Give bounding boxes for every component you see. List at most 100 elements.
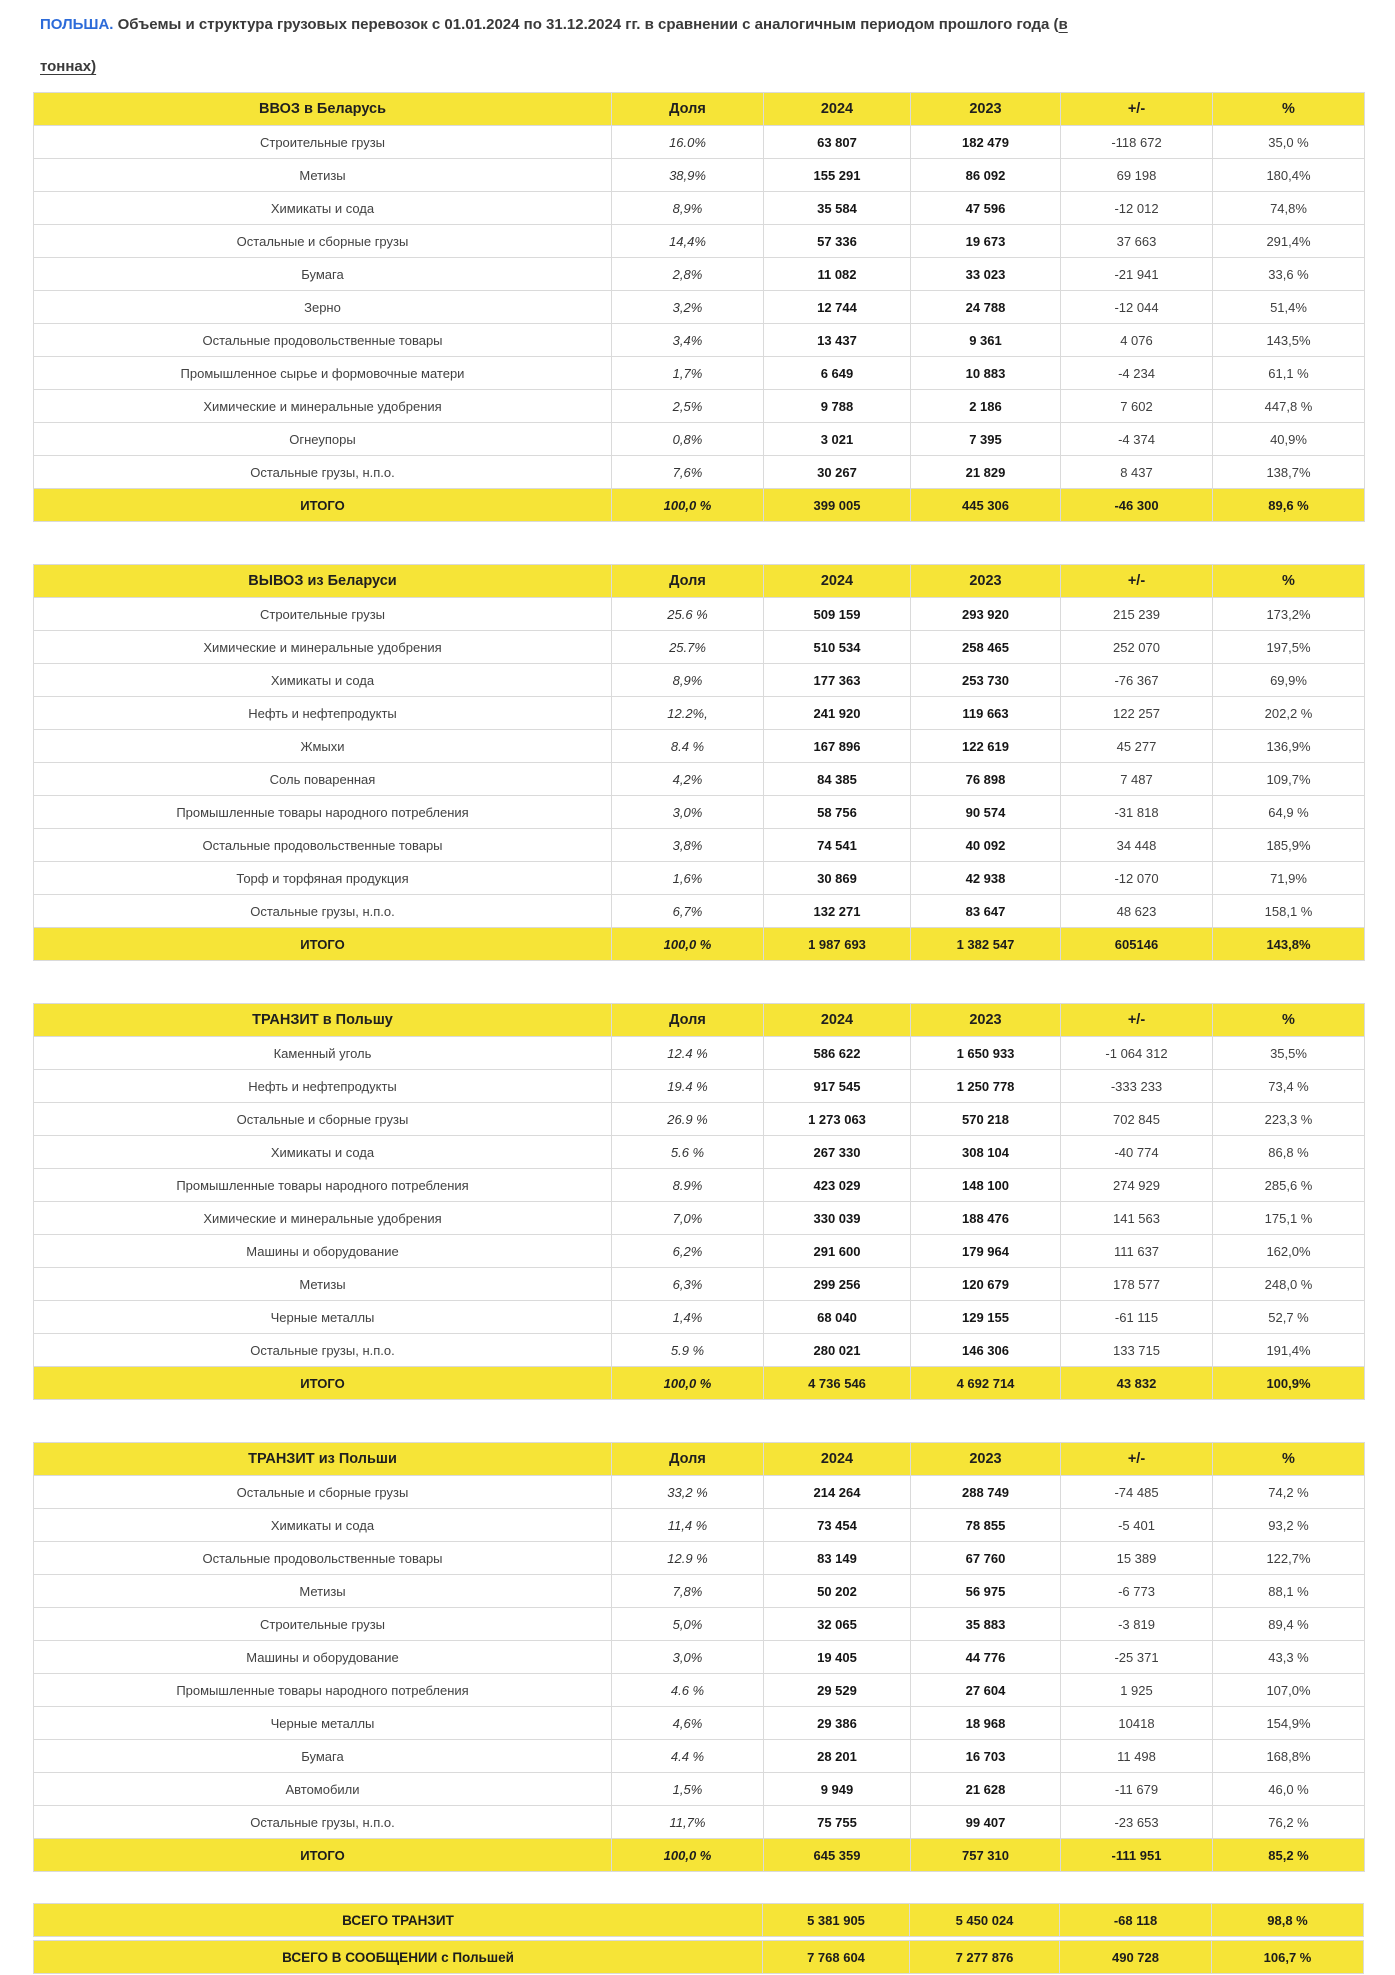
- column-header: +/-: [1060, 92, 1213, 126]
- diff-cell: -31 818: [1060, 795, 1213, 829]
- diff-cell: 133 715: [1060, 1333, 1213, 1367]
- category-label-cell: Машины и оборудование: [33, 1234, 612, 1268]
- category-label-cell: Жмыхи: [33, 729, 612, 763]
- value-2024-cell: 280 021: [763, 1333, 911, 1367]
- share-cell: 8.4 %: [611, 729, 764, 763]
- category-label-cell: Строительные грузы: [33, 125, 612, 159]
- share-cell: 1,4%: [611, 1300, 764, 1334]
- value-2024-cell: 19 405: [763, 1640, 911, 1674]
- value-2023-cell: 258 465: [910, 630, 1061, 664]
- summary-value-2024-cell: 5 381 905: [763, 1903, 910, 1937]
- value-2023-cell: 19 673: [910, 224, 1061, 258]
- value-2023-cell: 90 574: [910, 795, 1061, 829]
- category-label-cell: Остальные продовольственные товары: [33, 1541, 612, 1575]
- category-label-cell: Остальные грузы, н.п.о.: [33, 1805, 612, 1839]
- table-row: Остальные продовольственные товары 3,8% 74…: [33, 828, 1365, 862]
- table-row: Зерно 3,2% 12 744 24 788 -12 044 51,4%: [33, 290, 1365, 324]
- diff-cell: 178 577: [1060, 1267, 1213, 1301]
- table-row: Промышленные товары народного потреблени…: [33, 1168, 1365, 1202]
- percent-cell: 76,2 %: [1212, 1805, 1365, 1839]
- share-cell: 4.6 %: [611, 1673, 764, 1707]
- value-2024-cell: 214 264: [763, 1475, 911, 1509]
- total-row: ИТОГО 100,0 % 645 359 757 310 -111 951 85,2 %: [33, 1838, 1365, 1872]
- table-row: Остальные грузы, н.п.о. 6,7% 132 271 83 647…: [33, 894, 1365, 928]
- table-row: Химические и минеральные удобрения 25.7% 5…: [33, 630, 1365, 664]
- value-2024-cell: 267 330: [763, 1135, 911, 1169]
- table-row: Черные металлы 1,4% 68 040 129 155 -61 115 52…: [33, 1300, 1365, 1334]
- percent-cell: 197,5%: [1212, 630, 1365, 664]
- value-2024-cell: 32 065: [763, 1607, 911, 1641]
- table-row: Остальные и сборные грузы 14,4% 57 336 19 6…: [33, 224, 1365, 258]
- value-2024-cell: 167 896: [763, 729, 911, 763]
- summary-diff-cell: 490 728: [1060, 1940, 1212, 1974]
- diff-cell: 45 277: [1060, 729, 1213, 763]
- diff-cell: 274 929: [1060, 1168, 1213, 1202]
- share-cell: 3,0%: [611, 795, 764, 829]
- category-label-cell: Машины и оборудование: [33, 1640, 612, 1674]
- percent-cell: 202,2 %: [1212, 696, 1365, 730]
- percent-cell: 40,9%: [1212, 422, 1365, 456]
- share-cell: 26.9 %: [611, 1102, 764, 1136]
- share-cell: 11,7%: [611, 1805, 764, 1839]
- table-row: Нефть и нефтепродукты 19.4 % 917 545 1 250 …: [33, 1069, 1365, 1103]
- total-diff-cell: 605146: [1060, 927, 1213, 961]
- share-cell: 14,4%: [611, 224, 764, 258]
- share-cell: 12.2%,: [611, 696, 764, 730]
- freight-table-0: ВВОЗ в Беларусь Доля 2024 2023 +/-% Строитель…: [33, 92, 1365, 522]
- total-category-label-cell: ИТОГО: [33, 927, 612, 961]
- value-2024-cell: 330 039: [763, 1201, 911, 1235]
- percent-cell: 185,9%: [1212, 828, 1365, 862]
- total-percent-cell: 85,2 %: [1212, 1838, 1365, 1872]
- title-body: Объемы и структура грузовых перевозок с …: [113, 16, 1059, 33]
- value-2023-cell: 119 663: [910, 696, 1061, 730]
- column-header: 2024: [763, 564, 911, 598]
- table-row: Остальные грузы, н.п.о. 11,7% 75 755 99 407…: [33, 1805, 1365, 1839]
- value-2024-cell: 29 529: [763, 1673, 911, 1707]
- diff-cell: 69 198: [1060, 158, 1213, 192]
- column-header: Доля: [611, 1003, 764, 1037]
- category-label-cell: Химические и минеральные удобрения: [33, 630, 612, 664]
- summary-value-2023-cell: 7 277 876: [910, 1940, 1060, 1974]
- title-units-word2: тоннах): [40, 58, 97, 75]
- category-label-cell: Остальные грузы, н.п.о.: [33, 894, 612, 928]
- percent-cell: 162,0%: [1212, 1234, 1365, 1268]
- value-2024-cell: 299 256: [763, 1267, 911, 1301]
- share-cell: 5.9 %: [611, 1333, 764, 1367]
- category-label-cell: Строительные грузы: [33, 1607, 612, 1641]
- diff-cell: -11 679: [1060, 1772, 1213, 1806]
- value-2023-cell: 76 898: [910, 762, 1061, 796]
- percent-cell: 35,0 %: [1212, 125, 1365, 159]
- category-label-cell: Остальные грузы, н.п.о.: [33, 455, 612, 489]
- value-2023-cell: 16 703: [910, 1739, 1061, 1773]
- table-row: Химические и минеральные удобрения 7,0% 33…: [33, 1201, 1365, 1235]
- percent-cell: 89,4 %: [1212, 1607, 1365, 1641]
- share-cell: 8,9%: [611, 191, 764, 225]
- category-label-cell: Зерно: [33, 290, 612, 324]
- diff-cell: -76 367: [1060, 663, 1213, 697]
- diff-cell: -23 653: [1060, 1805, 1213, 1839]
- value-2024-cell: 510 534: [763, 630, 911, 664]
- summary-row: ВСЕГО ТРАНЗИТ 5 381 905 5 450 024 -68 118 98…: [33, 1903, 1364, 1937]
- percent-cell: 173,2%: [1212, 597, 1365, 631]
- value-2023-cell: 18 968: [910, 1706, 1061, 1740]
- table-row: Машины и оборудование 3,0% 19 405 44 776 -25…: [33, 1640, 1365, 1674]
- percent-cell: 122,7%: [1212, 1541, 1365, 1575]
- percent-cell: 107,0%: [1212, 1673, 1365, 1707]
- value-2023-cell: 182 479: [910, 125, 1061, 159]
- category-label-cell: Черные металлы: [33, 1300, 612, 1334]
- table-row: Нефть и нефтепродукты 12.2%, 241 920 119 66…: [33, 696, 1365, 730]
- value-2023-cell: 67 760: [910, 1541, 1061, 1575]
- share-cell: 3,8%: [611, 828, 764, 862]
- total-category-label-cell: ИТОГО: [33, 488, 612, 522]
- percent-cell: 447,8 %: [1212, 389, 1365, 423]
- total-percent-cell: 89,6 %: [1212, 488, 1365, 522]
- value-2023-cell: 253 730: [910, 663, 1061, 697]
- total-category-label-cell: ИТОГО: [33, 1838, 612, 1872]
- total-value-2024-cell: 399 005: [763, 488, 911, 522]
- table-title: ТРАНЗИТ в Польшу: [33, 1003, 612, 1037]
- column-header: 2023: [910, 1003, 1061, 1037]
- share-cell: 4.4 %: [611, 1739, 764, 1773]
- share-cell: 4,2%: [611, 762, 764, 796]
- value-2023-cell: 179 964: [910, 1234, 1061, 1268]
- table-row: Жмыхи 8.4 % 167 896 122 619 45 277 136,9%: [33, 729, 1365, 763]
